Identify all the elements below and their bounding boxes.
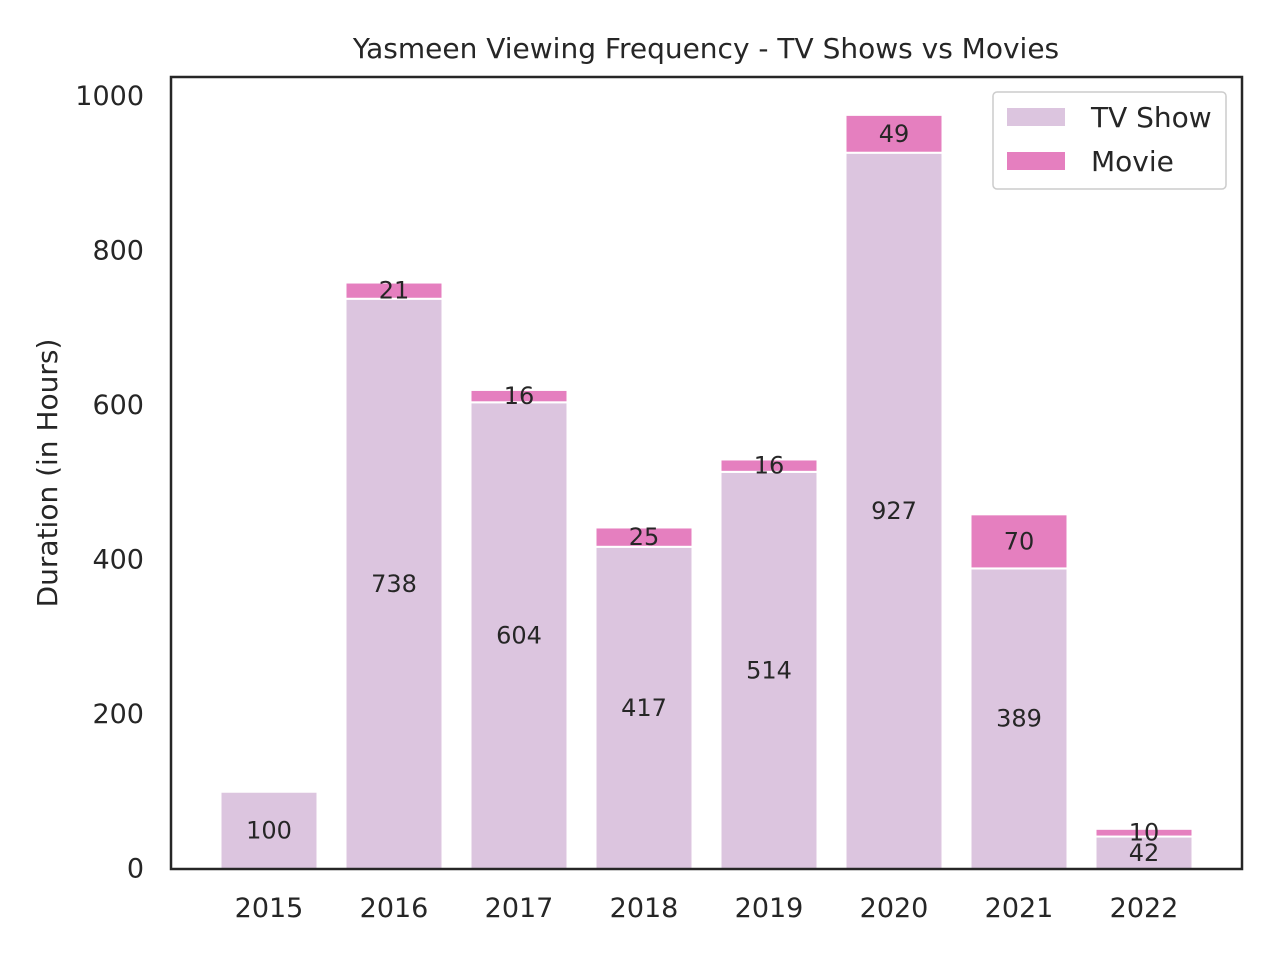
bar-label-tv-show-2018: 417 <box>621 694 667 722</box>
bar-tv-show-2022 <box>1094 835 1194 870</box>
legend-swatch-tv-show <box>1007 108 1065 126</box>
bar-label-movie-2020: 49 <box>879 120 910 148</box>
y-tick-label-400: 400 <box>92 544 144 575</box>
x-tick-label-2017: 2017 <box>485 893 554 924</box>
bar-tv-show-2016 <box>344 297 444 870</box>
legend-swatch-movie <box>1007 152 1065 170</box>
bar-movie-2022 <box>1094 827 1194 838</box>
x-tick-label-2015: 2015 <box>235 893 304 924</box>
x-tick-label-2016: 2016 <box>360 893 429 924</box>
y-tick-label-200: 200 <box>92 699 144 730</box>
plot-frame <box>169 75 1244 871</box>
legend-label-movie: Movie <box>1091 145 1174 178</box>
x-tick-label-2019: 2019 <box>735 893 804 924</box>
x-tick-label-2022: 2022 <box>1110 893 1179 924</box>
bar-tv-show-2015 <box>219 790 319 870</box>
bar-label-movie-2022: 10 <box>1129 819 1160 847</box>
bar-label-tv-show-2022: 42 <box>1129 839 1160 867</box>
bar-movie-2021 <box>969 513 1069 570</box>
bar-label-tv-show-2021: 389 <box>996 705 1042 733</box>
bar-movie-2018 <box>594 526 694 548</box>
y-tick-label-1000: 1000 <box>75 81 144 112</box>
legend-label-tv-show: TV Show <box>1090 101 1212 134</box>
bars-layer <box>219 113 1194 871</box>
bar-label-movie-2017: 16 <box>504 382 535 410</box>
bar-movie-2019 <box>719 458 819 473</box>
bar-label-tv-show-2017: 604 <box>496 622 542 650</box>
bar-movie-2017 <box>469 388 569 404</box>
bar-tv-show-2017 <box>469 401 569 870</box>
bar-label-movie-2019: 16 <box>754 452 785 480</box>
legend: TV Show Movie <box>992 91 1227 190</box>
y-axis-title: Duration (in Hours) <box>31 339 64 608</box>
bar-movie-2020 <box>844 113 944 154</box>
x-tick-label-2020: 2020 <box>860 893 929 924</box>
bar-label-movie-2021: 70 <box>1004 527 1035 555</box>
x-tick-label-2021: 2021 <box>985 893 1054 924</box>
y-tick-label-800: 800 <box>92 235 144 266</box>
x-axis: 2015 2016 2017 2018 2019 2020 2021 2022 <box>235 893 1179 924</box>
bar-label-tv-show-2020: 927 <box>871 497 917 525</box>
x-tick-label-2018: 2018 <box>610 893 679 924</box>
bar-label-movie-2018: 25 <box>629 523 660 551</box>
bar-label-tv-show-2019: 514 <box>746 656 792 684</box>
y-tick-label-600: 600 <box>92 390 144 421</box>
chart-title: Yasmeen Viewing Frequency - TV Shows vs … <box>352 32 1059 65</box>
bar-tv-show-2021 <box>969 567 1069 870</box>
bar-label-movie-2016: 21 <box>379 277 410 305</box>
bar-movie-2016 <box>344 281 444 300</box>
y-axis: 0 200 400 600 800 1000 <box>75 81 144 885</box>
bar-label-tv-show-2015: 100 <box>246 816 292 844</box>
bar-label-tv-show-2016: 738 <box>371 570 417 598</box>
y-tick-label-0: 0 <box>127 854 144 885</box>
